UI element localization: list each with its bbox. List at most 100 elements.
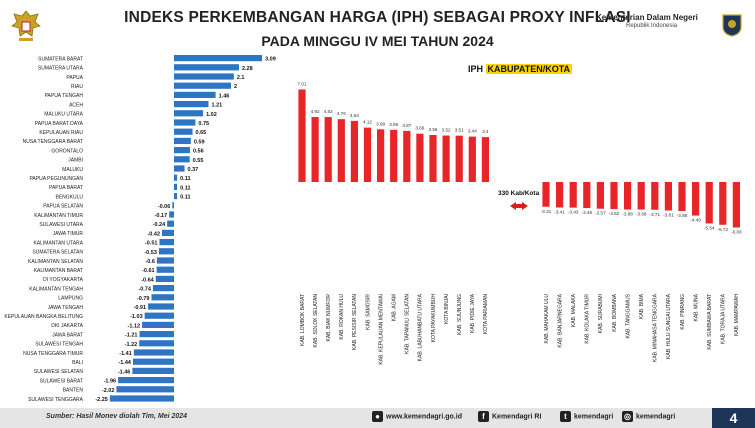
province-value-label: 1.02 (206, 112, 217, 118)
province-bar (174, 119, 196, 126)
province-bar (162, 229, 174, 236)
province-value-label: 0.11 (180, 185, 190, 191)
province-value-label: -1.12 (128, 323, 141, 329)
instagram-link[interactable]: ◎ kemendagri (622, 411, 675, 422)
province-value-label: 2 (234, 84, 237, 90)
province-bar (118, 377, 174, 384)
province-bar (151, 294, 174, 301)
kabkota-value-label: -3.81 (663, 212, 674, 217)
kabkota-value-label: -3.71 (650, 212, 661, 217)
kabkota-value-label: -3.43 (568, 210, 579, 215)
kabkota-value-label: -5.54 (704, 225, 715, 230)
kabkota-category-label: KAB. BIMA (639, 293, 645, 319)
province-value-label: 2.28 (242, 66, 253, 72)
kabkota-title-prefix: IPH (468, 64, 484, 74)
province-bar (142, 321, 174, 328)
kabkota-value-label: -3.88 (677, 213, 688, 218)
province-value-label: -0.6 (145, 259, 154, 265)
kabkota-bar (311, 117, 319, 182)
kabkota-bar (324, 117, 332, 182)
garuda-emblem-icon (11, 10, 41, 41)
province-value-label: 1.46 (219, 93, 230, 99)
province-bar (133, 349, 174, 356)
website-link[interactable]: ● www.kemendagri.go.id (372, 411, 462, 422)
kabkota-category-label: KAB. BANJARNEGARA (557, 293, 563, 347)
twitter-link[interactable]: t kemendagri (560, 411, 613, 422)
page-title: INDEKS PERKEMBANGAN HARGA (IPH) SEBAGAI … (124, 9, 631, 26)
twitter-text: kemendagri (574, 413, 614, 421)
kabkota-category-label: KAB. BOMBANA (612, 293, 618, 331)
kabkota-value-label: -3.57 (595, 211, 606, 216)
province-value-label: -1.21 (125, 333, 138, 339)
kabkota-bar (678, 182, 686, 212)
province-label: PAPUA BARAT DAYA (35, 121, 84, 127)
province-label: NUSA TENGGARA TIMUR (23, 351, 83, 357)
facebook-icon: f (478, 411, 489, 422)
province-label: GORONTALO (51, 148, 83, 154)
twitter-icon: t (560, 411, 571, 422)
kabkota-category-label: KAB. LOMBOK BARAT (300, 294, 306, 346)
province-label: PAPUA (66, 75, 83, 81)
kabkota-category-label: KOTA PAYAKUMBUH (431, 294, 437, 343)
province-label: RIAU (71, 84, 83, 90)
province-value-label: 0.75 (198, 121, 209, 127)
kabkota-category-label: KAB. KOLAKA TIMUR (585, 294, 591, 344)
kabkota-value-label: 3.87 (402, 123, 411, 128)
kabkota-category-label: KAB. SOLOK SELATAN (313, 294, 319, 348)
kabkota-value-label: -3.68 (636, 212, 647, 217)
kabkota-value-label: 3.52 (442, 128, 451, 133)
kabkota-bar (363, 127, 372, 182)
province-label: SUMATERA UTARA (38, 66, 84, 72)
kabkota-category-label: KAB. SIJUNJUNG (457, 294, 463, 335)
kabkota-value-label: 3.95 (389, 122, 398, 127)
province-value-label: -0.79 (137, 296, 150, 302)
province-bar (116, 386, 174, 393)
province-value-label: 2.1 (237, 75, 245, 81)
province-bar (174, 128, 193, 135)
province-value-label: -1.44 (118, 360, 131, 366)
page-subtitle: PADA MINGGU IV MEI TAHUN 2024 (261, 33, 494, 49)
kabkota-category-label: KAB. MAHAKAM ULU (544, 294, 550, 344)
kabkota-bar (664, 182, 672, 211)
province-bar (169, 211, 174, 218)
kabkota-value-label: 3.51 (455, 128, 464, 133)
kabkota-value-label: 7.01 (298, 81, 307, 86)
province-value-label: 1.21 (211, 103, 222, 109)
province-value-label: -1.46 (118, 369, 131, 375)
instagram-text: kemendagri (636, 413, 676, 421)
kabkota-value-label: -5.72 (718, 227, 729, 232)
kabkota-category-label: KAB. SURABUMI (598, 294, 604, 333)
province-label: SULAWESI SELATAN (34, 369, 83, 375)
website-text: www.kemendagri.go.id (386, 413, 462, 421)
kabkota-category-label: KOTA PARIAMAN (483, 294, 489, 334)
break-label: 330 Kab/Kota (498, 190, 540, 197)
kabkota-value-label: -4.49 (690, 218, 701, 223)
kemendagri-logo-icon (722, 14, 742, 37)
province-label: JAMBI (68, 158, 83, 164)
province-value-label: -0.61 (142, 268, 155, 274)
kabkota-category-label: KAB. MAMPAWAH (734, 294, 740, 336)
province-label: PAPUA PEGUNUNGAN (29, 176, 83, 182)
province-bar (174, 82, 231, 89)
source-note: Sumber: Hasil Monev diolah Tim, Mei 2024 (46, 413, 188, 420)
kabkota-category-label: KAB. PIDIE JAYA (470, 293, 476, 333)
kabkota-value-label: 3.99 (376, 121, 385, 126)
facebook-link[interactable]: f Kemendagri RI (478, 411, 541, 422)
kabkota-bar (390, 129, 398, 182)
province-bar (174, 174, 178, 181)
province-label: JAWA TIMUR (53, 231, 84, 237)
province-label: SUMATERA BARAT (38, 56, 83, 62)
province-bar (174, 110, 204, 117)
province-bar (148, 303, 174, 310)
province-value-label: -0.51 (145, 241, 158, 247)
kabkota-category-label: KOTA BINJAI (444, 294, 450, 324)
province-bar (172, 202, 174, 209)
kabkota-bar (692, 182, 700, 216)
province-value-label: -1.41 (119, 351, 132, 357)
kabkota-title-highlight: KABUPATEN/KOTA (485, 64, 573, 74)
province-value-label: -1.22 (125, 342, 138, 348)
kabkota-bar (468, 136, 476, 182)
kabkota-bar (569, 182, 577, 208)
kabkota-value-label: 4.92 (324, 109, 333, 114)
kabkota-bar (624, 182, 632, 210)
